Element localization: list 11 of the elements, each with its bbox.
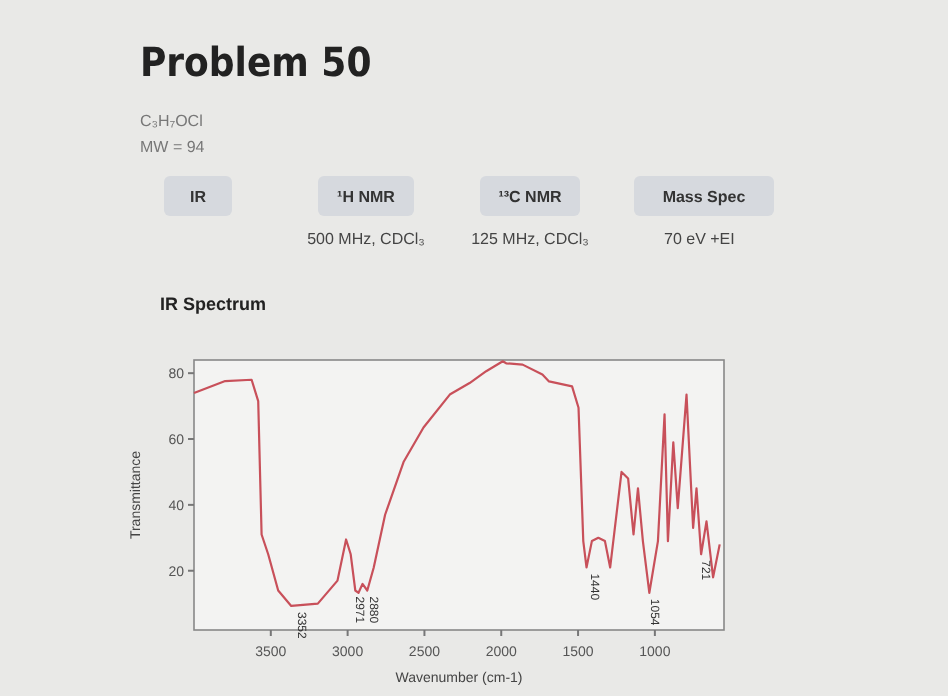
text: IR bbox=[190, 188, 207, 206]
text: 125 MHz, CDCl₃ bbox=[471, 230, 589, 248]
text: Mass Spec bbox=[662, 188, 747, 206]
text: 70 eV +EI bbox=[664, 230, 735, 248]
chart-subtitle: C₃H₇OCl bbox=[140, 112, 204, 130]
text: ¹³C NMR bbox=[498, 188, 562, 206]
text: ¹H NMR bbox=[337, 188, 396, 206]
text: MW = 94 bbox=[140, 138, 206, 156]
text: IR Spectrum bbox=[160, 294, 267, 314]
chart-title: Problem 50 bbox=[140, 38, 372, 86]
text: 500 MHz, CDCl₃ bbox=[307, 230, 425, 248]
